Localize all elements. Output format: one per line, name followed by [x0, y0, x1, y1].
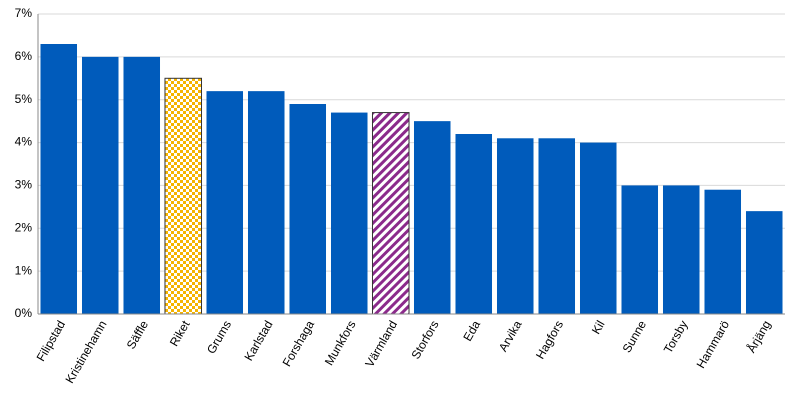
bar [413, 121, 451, 315]
bar [164, 77, 203, 315]
x-tick-label: Arvika [496, 318, 525, 354]
y-tick-label: 5% [15, 92, 33, 106]
bar [704, 189, 742, 314]
bar [538, 138, 576, 314]
y-tick-label: 1% [15, 263, 33, 277]
x-tick-label: Munkfors [322, 318, 359, 368]
y-tick-label: 4% [15, 135, 33, 149]
bar [247, 91, 285, 315]
x-tick-label: Hagfors [533, 318, 566, 361]
bar [40, 44, 78, 314]
bar [579, 142, 617, 314]
y-tick-label: 7% [15, 6, 33, 20]
x-tick-label: Kil [589, 318, 608, 337]
x-tick-label: Karlstad [241, 318, 275, 363]
x-tick-label: Forshaga [280, 318, 318, 369]
bar [621, 185, 659, 314]
bar [206, 91, 244, 315]
y-tick-label: 0% [15, 306, 33, 320]
bar [81, 56, 119, 314]
x-tick-label: Årjäng [743, 318, 773, 356]
x-tick-label: Eda [460, 318, 483, 344]
x-tick-label: Filipstad [34, 318, 68, 364]
bar [496, 138, 534, 314]
x-tick-label: Värmland [362, 318, 400, 369]
x-tick-label: Säffle [124, 318, 152, 352]
bar [330, 112, 368, 314]
x-tick-label: Hammarö [694, 318, 733, 371]
x-tick-label: Kristinehamn [62, 318, 109, 386]
x-tick-label: Sunne [620, 318, 650, 355]
y-tick-label: 6% [15, 49, 33, 63]
bar [455, 134, 493, 314]
y-tick-label: 3% [15, 178, 33, 192]
bar [745, 211, 783, 314]
x-tick-label: Storfors [408, 318, 441, 361]
bar [662, 185, 700, 314]
x-tick-label: Riket [167, 318, 193, 349]
bar [371, 112, 410, 315]
bar [123, 56, 161, 314]
y-tick-label: 2% [15, 220, 33, 234]
bar [289, 104, 327, 314]
x-tick-label: Grums [204, 318, 234, 356]
x-tick-label: Torsby [661, 318, 691, 356]
